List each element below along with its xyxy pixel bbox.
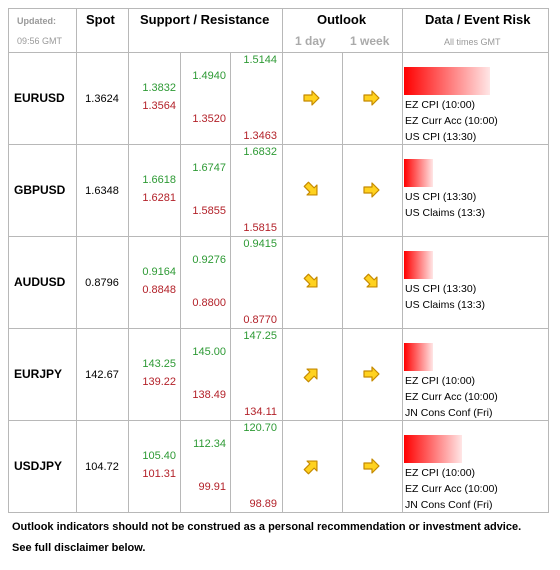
grid-line — [8, 512, 549, 513]
arrow-right — [363, 458, 380, 474]
arrow-down-right — [303, 181, 321, 199]
support-level: 139.22 — [142, 376, 176, 388]
event-item: US CPI (13:30) — [405, 131, 477, 143]
grid-line — [8, 52, 549, 53]
pair-label: USDJPY — [14, 459, 63, 473]
spot-value: 1.3624 — [85, 93, 119, 105]
event-item: US Claims (13:3) — [405, 207, 485, 219]
grid-line — [8, 236, 549, 237]
event-item: US Claims (13:3) — [405, 299, 485, 311]
pair-label: EURJPY — [14, 367, 63, 381]
grid-line — [8, 420, 549, 421]
grid-line — [128, 8, 129, 513]
resistance-level: 120.70 — [243, 422, 277, 434]
resistance-level: 1.5144 — [243, 54, 277, 66]
support-level: 1.3520 — [192, 113, 226, 125]
resistance-level: 1.4940 — [192, 70, 226, 82]
grid-line — [180, 52, 181, 513]
resistance-level: 105.40 — [142, 450, 176, 462]
event-header: Data / Event Risk — [425, 12, 531, 27]
footer-note: See full disclaimer below. — [12, 542, 146, 554]
arrow-up-right — [303, 457, 321, 475]
arrow-right — [303, 90, 320, 106]
event-item: EZ CPI (10:00) — [405, 375, 476, 387]
support-level: 1.3463 — [243, 130, 277, 142]
arrow-down-right — [303, 273, 321, 291]
event-item: JN Cons Conf (Fri) — [405, 499, 493, 511]
outlook-header: Outlook — [317, 12, 367, 27]
support-level: 0.8770 — [243, 314, 277, 326]
event-item: EZ CPI (10:00) — [405, 99, 476, 111]
resistance-level: 1.3832 — [142, 82, 176, 94]
resistance-level: 0.9415 — [243, 238, 277, 250]
risk-bar — [404, 435, 462, 463]
times-note: All times GMT — [444, 37, 501, 47]
spot-value: 142.67 — [85, 369, 119, 381]
event-item: EZ CPI (10:00) — [405, 467, 476, 479]
arrow-right — [363, 366, 380, 382]
event-item: JN Cons Conf (Fri) — [405, 407, 493, 419]
spot-value: 1.6348 — [85, 185, 119, 197]
resistance-level: 143.25 — [142, 358, 176, 370]
event-item: EZ Curr Acc (10:00) — [405, 483, 498, 495]
resistance-level: 0.9276 — [192, 254, 226, 266]
support-level: 99.91 — [198, 481, 226, 493]
risk-bar — [404, 251, 433, 279]
week-header: 1 week — [350, 34, 390, 48]
risk-bar — [404, 67, 490, 95]
grid-line — [342, 52, 343, 513]
spot-value: 104.72 — [85, 461, 119, 473]
sr-header: Support / Resistance — [140, 12, 270, 27]
resistance-level: 147.25 — [243, 330, 277, 342]
resistance-level: 145.00 — [192, 346, 226, 358]
spot-value: 0.8796 — [85, 277, 119, 289]
resistance-level: 1.6832 — [243, 146, 277, 158]
risk-bar — [404, 343, 433, 371]
updated-label: Updated: — [17, 16, 56, 26]
grid-line — [8, 8, 9, 513]
grid-line — [8, 8, 549, 9]
event-item: EZ Curr Acc (10:00) — [405, 391, 498, 403]
event-item: US CPI (13:30) — [405, 191, 477, 203]
resistance-level: 1.6618 — [142, 174, 176, 186]
support-level: 0.8848 — [142, 284, 176, 296]
arrow-up-right — [303, 365, 321, 383]
risk-bar — [404, 159, 433, 187]
support-level: 1.6281 — [142, 192, 176, 204]
support-level: 101.31 — [142, 468, 176, 480]
support-level: 134.11 — [244, 406, 277, 418]
support-level: 138.49 — [192, 389, 226, 401]
resistance-level: 112.34 — [193, 438, 226, 450]
pair-label: AUDUSD — [14, 275, 66, 289]
updated-time: 09:56 GMT — [17, 36, 63, 46]
support-level: 1.5815 — [243, 222, 277, 234]
event-item: US CPI (13:30) — [405, 283, 477, 295]
arrow-right — [363, 90, 380, 106]
pair-label: EURUSD — [14, 91, 65, 105]
grid-line — [8, 144, 549, 145]
day-header: 1 day — [295, 34, 326, 48]
resistance-level: 0.9164 — [142, 266, 176, 278]
pair-label: GBPUSD — [14, 183, 66, 197]
grid-line — [402, 8, 403, 513]
arrow-down-right — [363, 273, 381, 291]
support-level: 1.5855 — [192, 205, 226, 217]
support-level: 98.89 — [249, 498, 277, 510]
spot-header: Spot — [86, 12, 115, 27]
resistance-level: 1.6747 — [192, 162, 226, 174]
footer-note: Outlook indicators should not be constru… — [12, 521, 522, 533]
event-item: EZ Curr Acc (10:00) — [405, 115, 498, 127]
grid-line — [282, 8, 283, 513]
support-level: 0.8800 — [192, 297, 226, 309]
grid-line — [548, 8, 549, 513]
grid-line — [76, 8, 77, 513]
support-level: 1.3564 — [142, 100, 176, 112]
grid-line — [230, 52, 231, 513]
arrow-right — [363, 182, 380, 198]
grid-line — [8, 328, 549, 329]
